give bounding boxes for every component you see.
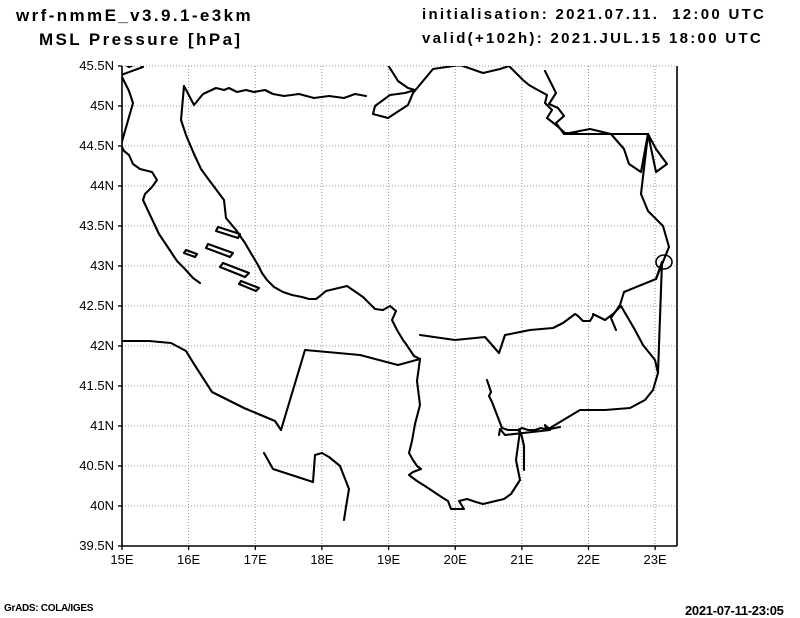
svg-text:20E: 20E bbox=[444, 552, 467, 567]
svg-text:23E: 23E bbox=[644, 552, 667, 567]
svg-text:44N: 44N bbox=[90, 178, 114, 193]
svg-text:45.5N: 45.5N bbox=[79, 58, 114, 73]
svg-text:41N: 41N bbox=[90, 418, 114, 433]
svg-text:44.5N: 44.5N bbox=[79, 138, 114, 153]
svg-text:39.5N: 39.5N bbox=[79, 538, 114, 553]
svg-text:21E: 21E bbox=[510, 552, 533, 567]
svg-text:42.5N: 42.5N bbox=[79, 298, 114, 313]
svg-text:22E: 22E bbox=[577, 552, 600, 567]
svg-text:45N: 45N bbox=[90, 98, 114, 113]
svg-text:19E: 19E bbox=[377, 552, 400, 567]
svg-text:41.5N: 41.5N bbox=[79, 378, 114, 393]
svg-text:18E: 18E bbox=[310, 552, 333, 567]
svg-text:43.5N: 43.5N bbox=[79, 218, 114, 233]
svg-text:16E: 16E bbox=[177, 552, 200, 567]
svg-text:43N: 43N bbox=[90, 258, 114, 273]
svg-text:40N: 40N bbox=[90, 498, 114, 513]
svg-text:42N: 42N bbox=[90, 338, 114, 353]
svg-text:40.5N: 40.5N bbox=[79, 458, 114, 473]
svg-text:17E: 17E bbox=[244, 552, 267, 567]
svg-text:15E: 15E bbox=[110, 552, 133, 567]
